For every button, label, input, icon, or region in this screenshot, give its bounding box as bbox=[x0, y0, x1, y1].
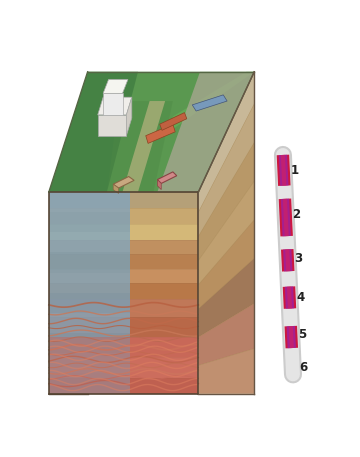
Polygon shape bbox=[198, 181, 254, 285]
Polygon shape bbox=[49, 252, 130, 272]
Polygon shape bbox=[49, 272, 130, 293]
Polygon shape bbox=[49, 373, 130, 393]
Text: 3: 3 bbox=[294, 252, 303, 265]
Polygon shape bbox=[49, 192, 198, 208]
Polygon shape bbox=[198, 349, 254, 393]
Polygon shape bbox=[122, 101, 165, 192]
Polygon shape bbox=[160, 112, 187, 130]
Polygon shape bbox=[198, 259, 254, 337]
Polygon shape bbox=[49, 255, 198, 269]
Polygon shape bbox=[49, 293, 130, 313]
Polygon shape bbox=[103, 93, 122, 115]
Polygon shape bbox=[49, 337, 198, 357]
Polygon shape bbox=[113, 184, 119, 193]
Text: 6: 6 bbox=[300, 361, 308, 374]
Polygon shape bbox=[157, 72, 254, 192]
Polygon shape bbox=[103, 80, 128, 93]
Polygon shape bbox=[113, 176, 134, 188]
Text: 1: 1 bbox=[291, 164, 299, 177]
Polygon shape bbox=[49, 333, 130, 353]
Polygon shape bbox=[49, 212, 130, 232]
Polygon shape bbox=[198, 104, 254, 236]
Polygon shape bbox=[198, 143, 254, 260]
Polygon shape bbox=[98, 97, 132, 115]
Polygon shape bbox=[126, 97, 132, 136]
Polygon shape bbox=[49, 317, 198, 337]
Polygon shape bbox=[49, 208, 198, 224]
Polygon shape bbox=[49, 299, 198, 317]
Polygon shape bbox=[49, 353, 130, 373]
Polygon shape bbox=[192, 95, 227, 111]
Polygon shape bbox=[157, 172, 177, 183]
Polygon shape bbox=[169, 72, 254, 132]
Polygon shape bbox=[49, 224, 198, 240]
Polygon shape bbox=[49, 192, 130, 393]
Polygon shape bbox=[49, 313, 130, 333]
Polygon shape bbox=[49, 240, 198, 255]
Polygon shape bbox=[198, 303, 254, 366]
Polygon shape bbox=[49, 72, 138, 192]
Polygon shape bbox=[98, 115, 126, 136]
Polygon shape bbox=[157, 180, 161, 190]
Polygon shape bbox=[49, 192, 198, 393]
Polygon shape bbox=[49, 269, 198, 283]
Polygon shape bbox=[49, 283, 198, 299]
Text: 2: 2 bbox=[293, 207, 301, 221]
Polygon shape bbox=[107, 101, 173, 192]
Polygon shape bbox=[49, 357, 198, 377]
Text: 4: 4 bbox=[296, 291, 305, 304]
Polygon shape bbox=[198, 220, 254, 309]
Polygon shape bbox=[198, 72, 254, 212]
Polygon shape bbox=[198, 72, 254, 393]
Polygon shape bbox=[49, 72, 254, 192]
Text: 5: 5 bbox=[298, 329, 306, 341]
Polygon shape bbox=[146, 124, 175, 143]
Polygon shape bbox=[49, 377, 198, 393]
Polygon shape bbox=[49, 337, 198, 393]
Polygon shape bbox=[49, 232, 130, 252]
Polygon shape bbox=[49, 192, 130, 212]
